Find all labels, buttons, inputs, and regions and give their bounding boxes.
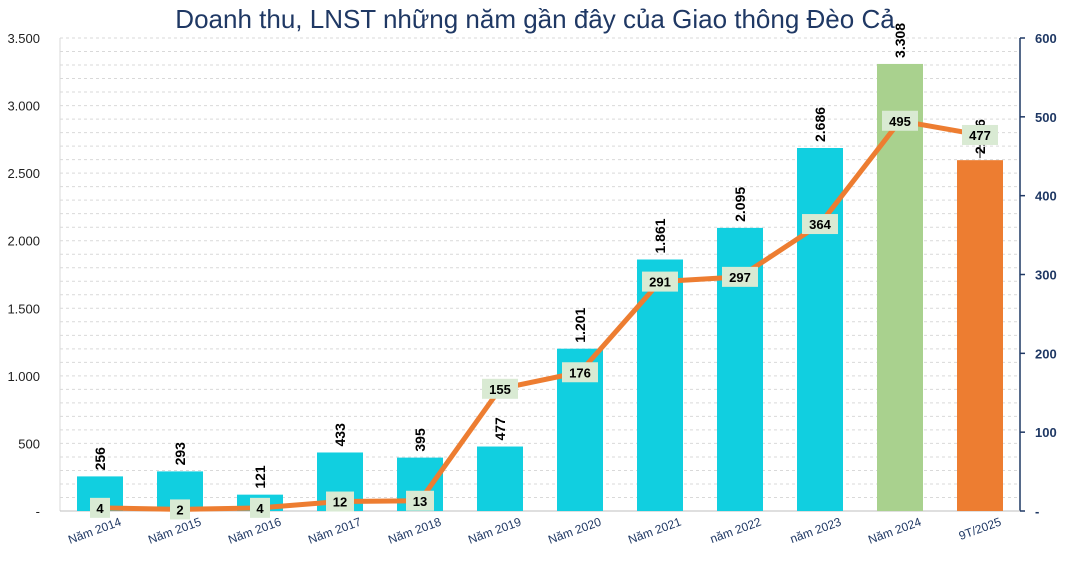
profit-label-box xyxy=(962,124,998,145)
profit-value-label: 297 xyxy=(729,270,751,285)
y-left-tick-label: 1.500 xyxy=(7,301,40,316)
y-right-tick-label: 300 xyxy=(1035,268,1057,283)
category-label: 9T/2025 xyxy=(957,515,1003,543)
profit-value-label: 155 xyxy=(489,382,511,397)
bar-value-label: 2.095 xyxy=(732,187,748,222)
category-label: Năm 2014 xyxy=(66,515,123,547)
bar xyxy=(877,63,923,512)
profit-label-box xyxy=(722,266,758,287)
category-label: năm 2023 xyxy=(788,515,843,547)
category-label: Năm 2021 xyxy=(626,515,683,547)
bar-value-label: 395 xyxy=(412,428,428,452)
y-right-tick-label: 500 xyxy=(1035,110,1057,125)
bar-value-label: 3.308 xyxy=(892,23,908,58)
bar xyxy=(477,446,523,511)
profit-value-label: 495 xyxy=(889,114,911,129)
bar xyxy=(957,160,1003,512)
bar-value-label: 477 xyxy=(492,417,508,441)
y-right-tick-label: 400 xyxy=(1035,189,1057,204)
bar-value-label: 1.861 xyxy=(652,218,668,253)
profit-label-box xyxy=(562,362,598,383)
profit-value-label: 176 xyxy=(569,365,591,380)
y-left-tick-label: - xyxy=(36,504,40,519)
bar xyxy=(797,148,843,511)
y-left-tick-label: 3.500 xyxy=(7,31,40,46)
y-left-tick-label: 3.000 xyxy=(7,99,40,114)
category-label: Năm 2019 xyxy=(466,515,523,547)
bar-value-label: 1.201 xyxy=(572,307,588,342)
profit-value-label: 364 xyxy=(809,217,831,232)
profit-label-box xyxy=(802,214,838,235)
y-right-tick-label: 600 xyxy=(1035,31,1057,46)
profit-line xyxy=(97,118,983,512)
profit-label-box xyxy=(406,490,434,511)
y-left-tick-label: 2.500 xyxy=(7,166,40,181)
category-label: Năm 2024 xyxy=(866,515,923,547)
bar-value-label: 256 xyxy=(92,447,108,471)
chart-title: Doanh thu, LNST những năm gần đây của Gi… xyxy=(175,4,895,34)
profit-label-box xyxy=(326,491,354,512)
y-right-tick-label: 200 xyxy=(1035,346,1057,361)
profit-label-box xyxy=(482,378,518,399)
profit-label-box xyxy=(642,271,678,292)
profit-value-label: 4 xyxy=(256,501,264,516)
bar-value-label: 293 xyxy=(172,442,188,466)
profit-value-label: 4 xyxy=(96,501,104,516)
bar-value-label: 433 xyxy=(332,423,348,447)
profit-label-box xyxy=(90,497,110,518)
category-label: năm 2022 xyxy=(708,515,763,547)
category-label: Năm 2018 xyxy=(386,515,443,547)
profit-value-label: 13 xyxy=(413,494,427,509)
y-right-tick-label: - xyxy=(1035,504,1039,519)
bar-value-label: 2.686 xyxy=(812,107,828,142)
y-right-tick-label: 100 xyxy=(1035,425,1057,440)
bar-value-label: 121 xyxy=(252,465,268,489)
y-left-tick-label: 500 xyxy=(18,436,40,451)
profit-label-box xyxy=(170,499,190,520)
category-label: Năm 2016 xyxy=(226,515,283,547)
profit-label-box xyxy=(882,110,918,131)
profit-value-label: 12 xyxy=(333,495,347,510)
profit-value-label: 477 xyxy=(969,128,991,143)
category-label: Năm 2017 xyxy=(306,515,363,547)
profit-value-label: 291 xyxy=(649,275,671,290)
profit-label-box xyxy=(250,497,270,518)
y-left-tick-label: 1.000 xyxy=(7,369,40,384)
y-left-tick-label: 2.000 xyxy=(7,234,40,249)
profit-value-label: 2 xyxy=(176,502,183,517)
category-label: Năm 2020 xyxy=(546,515,603,547)
